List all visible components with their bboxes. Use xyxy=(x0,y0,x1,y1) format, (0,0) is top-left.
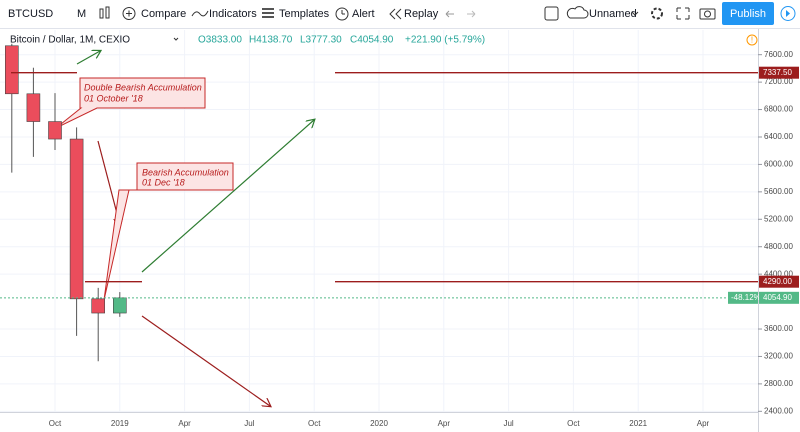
y-tick-label: 3200.00 xyxy=(764,352,793,361)
x-tick-label: 2020 xyxy=(370,419,388,428)
x-tick-label: Apr xyxy=(438,419,451,428)
legend-open: O3833.00 xyxy=(198,35,242,46)
green-arrow xyxy=(76,51,100,65)
candle-body xyxy=(26,93,41,122)
y-tick-label: 2800.00 xyxy=(764,379,793,388)
candle-body xyxy=(48,121,62,140)
publish-button-bg[interactable] xyxy=(722,2,774,25)
level-tag xyxy=(759,275,799,288)
indicators-icon[interactable] xyxy=(191,10,209,17)
last-price-tag xyxy=(759,291,799,304)
replay-button[interactable]: Replay xyxy=(404,8,439,20)
publish-button[interactable]: Publish xyxy=(730,8,766,20)
callout-box xyxy=(55,77,206,129)
x-tick-label: Oct xyxy=(567,419,580,428)
y-tick-label: 6800.00 xyxy=(764,105,793,114)
symbol[interactable]: BTCUSD xyxy=(8,8,53,20)
candle-body xyxy=(4,45,19,95)
x-tick-label: Jul xyxy=(244,419,254,428)
warning-icon[interactable] xyxy=(746,34,758,46)
warning-mark[interactable]: ! xyxy=(751,36,753,45)
x-tick-label: 2019 xyxy=(111,419,129,428)
y-tick-label: 4400.00 xyxy=(764,269,793,278)
y-tick-label: 5200.00 xyxy=(764,214,793,223)
candle-body xyxy=(69,138,84,300)
level-tag-label: 7337.50 xyxy=(763,68,792,77)
red-arrow xyxy=(141,315,270,406)
compare-button[interactable]: Compare xyxy=(141,8,186,20)
interval[interactable]: M xyxy=(77,8,86,20)
callout-text: 01 October '18 xyxy=(84,93,143,103)
candle-body xyxy=(113,297,127,314)
fullscreen-icon[interactable] xyxy=(676,7,690,20)
toolbar xyxy=(0,0,800,28)
y-tick-label: 7600.00 xyxy=(764,50,793,59)
templates-icon[interactable] xyxy=(262,8,274,18)
cloud-icon[interactable] xyxy=(566,6,589,19)
legend-high: H4138.70 xyxy=(249,35,293,46)
x-tick-label: Jul xyxy=(503,419,513,428)
candle-body xyxy=(91,298,105,314)
play-triangle[interactable] xyxy=(786,10,790,17)
settings-icon[interactable] xyxy=(651,7,663,20)
legend-close: C4054.90 xyxy=(350,35,394,46)
undo-icon[interactable] xyxy=(445,10,454,18)
redo-icon[interactable] xyxy=(467,10,476,18)
last-price-label: 4054.90 xyxy=(763,293,792,302)
legend-title: Bitcoin / Dollar, 1M, CEXIO xyxy=(10,35,130,46)
legend-low: L3777.30 xyxy=(300,35,342,46)
x-tick-label: 2021 xyxy=(629,419,647,428)
bar-style-icon[interactable] xyxy=(99,6,110,19)
callout-text: Double Bearish Accumulation xyxy=(84,82,202,92)
y-tick-label: 4800.00 xyxy=(764,242,793,251)
legend-change: +221.90 (+5.79%) xyxy=(405,35,485,46)
indicators-button[interactable]: Indicators xyxy=(209,8,257,20)
x-tick-label: Apr xyxy=(178,419,191,428)
checkbox[interactable] xyxy=(544,6,559,21)
play-icon[interactable] xyxy=(780,6,796,21)
y-tick-label: 7200.00 xyxy=(764,77,793,86)
level-tag xyxy=(759,66,799,79)
callout-text: 01 Dec '18 xyxy=(142,177,185,187)
snapshot-icon[interactable] xyxy=(699,8,716,20)
level-tag-label: 4290.00 xyxy=(763,277,792,286)
layout-name[interactable]: Unnamed xyxy=(589,8,637,20)
x-tick-label: Apr xyxy=(697,419,710,428)
y-tick-label: 2400.00 xyxy=(764,406,793,415)
layout-dropdown[interactable] xyxy=(631,11,639,16)
change-tag-label: -48.12% xyxy=(731,293,761,302)
change-tag xyxy=(728,291,758,304)
callout-box xyxy=(103,162,234,301)
y-tick-label: 3600.00 xyxy=(764,324,793,333)
x-tick-label: Oct xyxy=(49,419,62,428)
alert-button[interactable]: Alert xyxy=(352,8,375,20)
green-arrow xyxy=(141,120,314,273)
y-tick-label: 5600.00 xyxy=(764,187,793,196)
templates-button[interactable]: Templates xyxy=(279,8,330,20)
y-tick-label: 6400.00 xyxy=(764,132,793,141)
callout-text: Bearish Accumulation xyxy=(142,167,229,177)
alert-icon[interactable] xyxy=(335,7,349,21)
x-tick-label: Oct xyxy=(308,419,321,428)
legend-dropdown[interactable] xyxy=(173,37,179,41)
y-tick-label: 6000.00 xyxy=(764,160,793,169)
compare-icon[interactable] xyxy=(122,7,136,20)
replay-icon[interactable] xyxy=(389,8,402,20)
